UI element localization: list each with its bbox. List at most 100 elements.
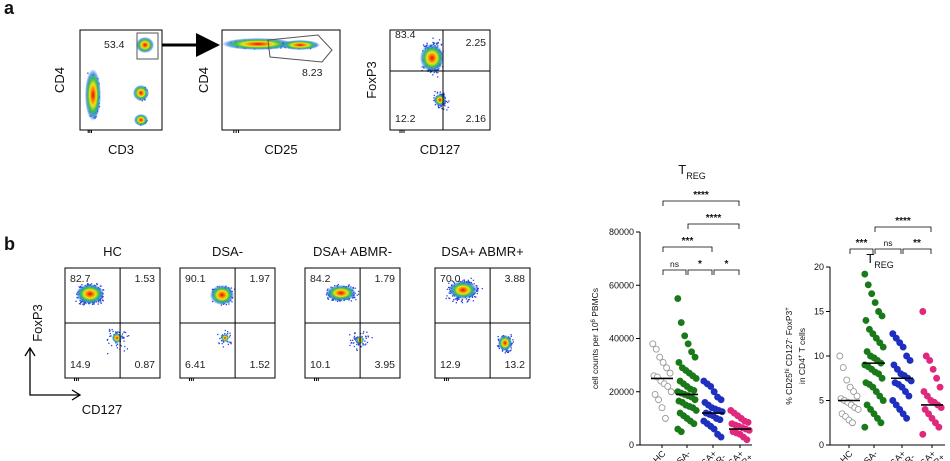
density <box>221 334 229 342</box>
quadrant-value: 2.16 <box>466 113 487 125</box>
x-tick-label: DSA+ABMR- <box>884 448 917 461</box>
event-dot <box>429 71 432 73</box>
event-dot <box>439 91 441 93</box>
event-dot <box>443 108 445 110</box>
gate-value: 8.23 <box>302 67 323 79</box>
event-dot <box>437 106 440 109</box>
significance-label: * <box>725 259 729 270</box>
data-point <box>890 361 898 369</box>
event-dot <box>465 298 468 300</box>
data-point <box>892 334 900 342</box>
event-dot <box>220 304 223 306</box>
superscript: + <box>798 354 804 358</box>
data-point <box>920 388 928 396</box>
event-dot <box>96 283 98 285</box>
event-dot <box>108 342 110 344</box>
quadrant-value: 70.0 <box>440 273 461 285</box>
significance-bracket <box>713 269 740 275</box>
data-point <box>664 382 672 390</box>
data-point <box>692 374 700 382</box>
event-dot <box>128 335 130 337</box>
event-dot <box>83 304 85 306</box>
data-point <box>919 430 927 438</box>
event-dot <box>353 332 356 335</box>
data-point <box>896 405 904 413</box>
superscript: + <box>785 307 791 311</box>
label-part: PBMCs <box>590 288 600 319</box>
event-dot <box>93 303 95 305</box>
event-dot <box>121 335 123 337</box>
data-point <box>717 396 725 404</box>
event-dot <box>498 347 500 350</box>
event-dot <box>124 331 127 334</box>
data-point <box>899 410 907 418</box>
quadrant-value: 2.25 <box>466 37 487 49</box>
data-point <box>906 357 914 364</box>
event-dot <box>476 285 478 287</box>
event-dot <box>106 338 109 341</box>
event-dot <box>453 298 455 301</box>
data-point <box>710 388 718 396</box>
event-dot <box>440 44 442 46</box>
label-part: % CD25 <box>784 373 794 405</box>
data-point <box>652 345 660 353</box>
event-dot <box>505 350 508 353</box>
event-dot <box>348 299 350 301</box>
event-dot <box>123 336 125 339</box>
event-dot <box>350 342 353 344</box>
data-point <box>684 340 692 348</box>
event-dot <box>453 281 455 283</box>
significance-label: * <box>698 259 702 270</box>
event-dot <box>224 332 226 335</box>
data-point <box>872 334 880 342</box>
event-dot <box>448 282 450 284</box>
event-dot <box>438 39 441 41</box>
data-point <box>898 383 906 391</box>
event-dot <box>331 299 333 301</box>
event-dot <box>353 296 355 298</box>
event-dot <box>366 331 368 333</box>
event-dot <box>473 283 475 285</box>
data-point <box>861 423 869 431</box>
title-subscript: REG <box>874 260 894 270</box>
event-dot <box>224 329 226 332</box>
data-point <box>862 316 870 324</box>
event-dot <box>432 41 434 44</box>
flow-a: 53.4 CD4 CD3 8.23 CD4 CD25 83.4 2.25 12.2 2.16 Fox… <box>52 29 491 157</box>
event-dot <box>448 292 450 294</box>
event-dot <box>121 333 124 335</box>
data-point <box>690 386 698 394</box>
event-dot <box>476 292 479 295</box>
event-dot <box>225 304 228 306</box>
data-point <box>935 423 943 431</box>
data-point <box>662 414 669 422</box>
event-dot <box>339 300 341 302</box>
plot-title: HC <box>103 244 122 259</box>
event-dot <box>353 297 355 299</box>
data-point <box>854 405 862 413</box>
data-point <box>716 416 724 424</box>
event-dot <box>468 298 471 301</box>
significance-bracket <box>849 248 874 254</box>
event-dot <box>100 301 102 303</box>
data-point <box>666 369 674 377</box>
event-dot <box>360 346 362 348</box>
event-dot <box>510 349 512 351</box>
x-tick-label: DSA+ABMR+ <box>914 448 947 461</box>
event-dot <box>116 347 119 349</box>
data-point <box>659 359 667 366</box>
event-dot <box>99 285 101 287</box>
data-point <box>677 428 685 436</box>
quadrant-value: 1.52 <box>250 359 271 371</box>
event-dot <box>437 41 439 44</box>
plot-title: DSA+ ABMR- <box>313 244 392 259</box>
event-dot <box>118 331 121 333</box>
event-dot <box>121 337 124 339</box>
quadrant-value: 12.2 <box>395 113 416 125</box>
flow-b: HC 82.7 1.53 14.9 0.87 DSA- 90.1 1.97 6.41 1.52 DS… <box>30 244 531 417</box>
event-dot <box>230 341 232 343</box>
event-dot <box>470 277 472 280</box>
event-dot <box>361 335 363 338</box>
event-dot <box>470 281 472 284</box>
event-dot <box>109 330 111 332</box>
